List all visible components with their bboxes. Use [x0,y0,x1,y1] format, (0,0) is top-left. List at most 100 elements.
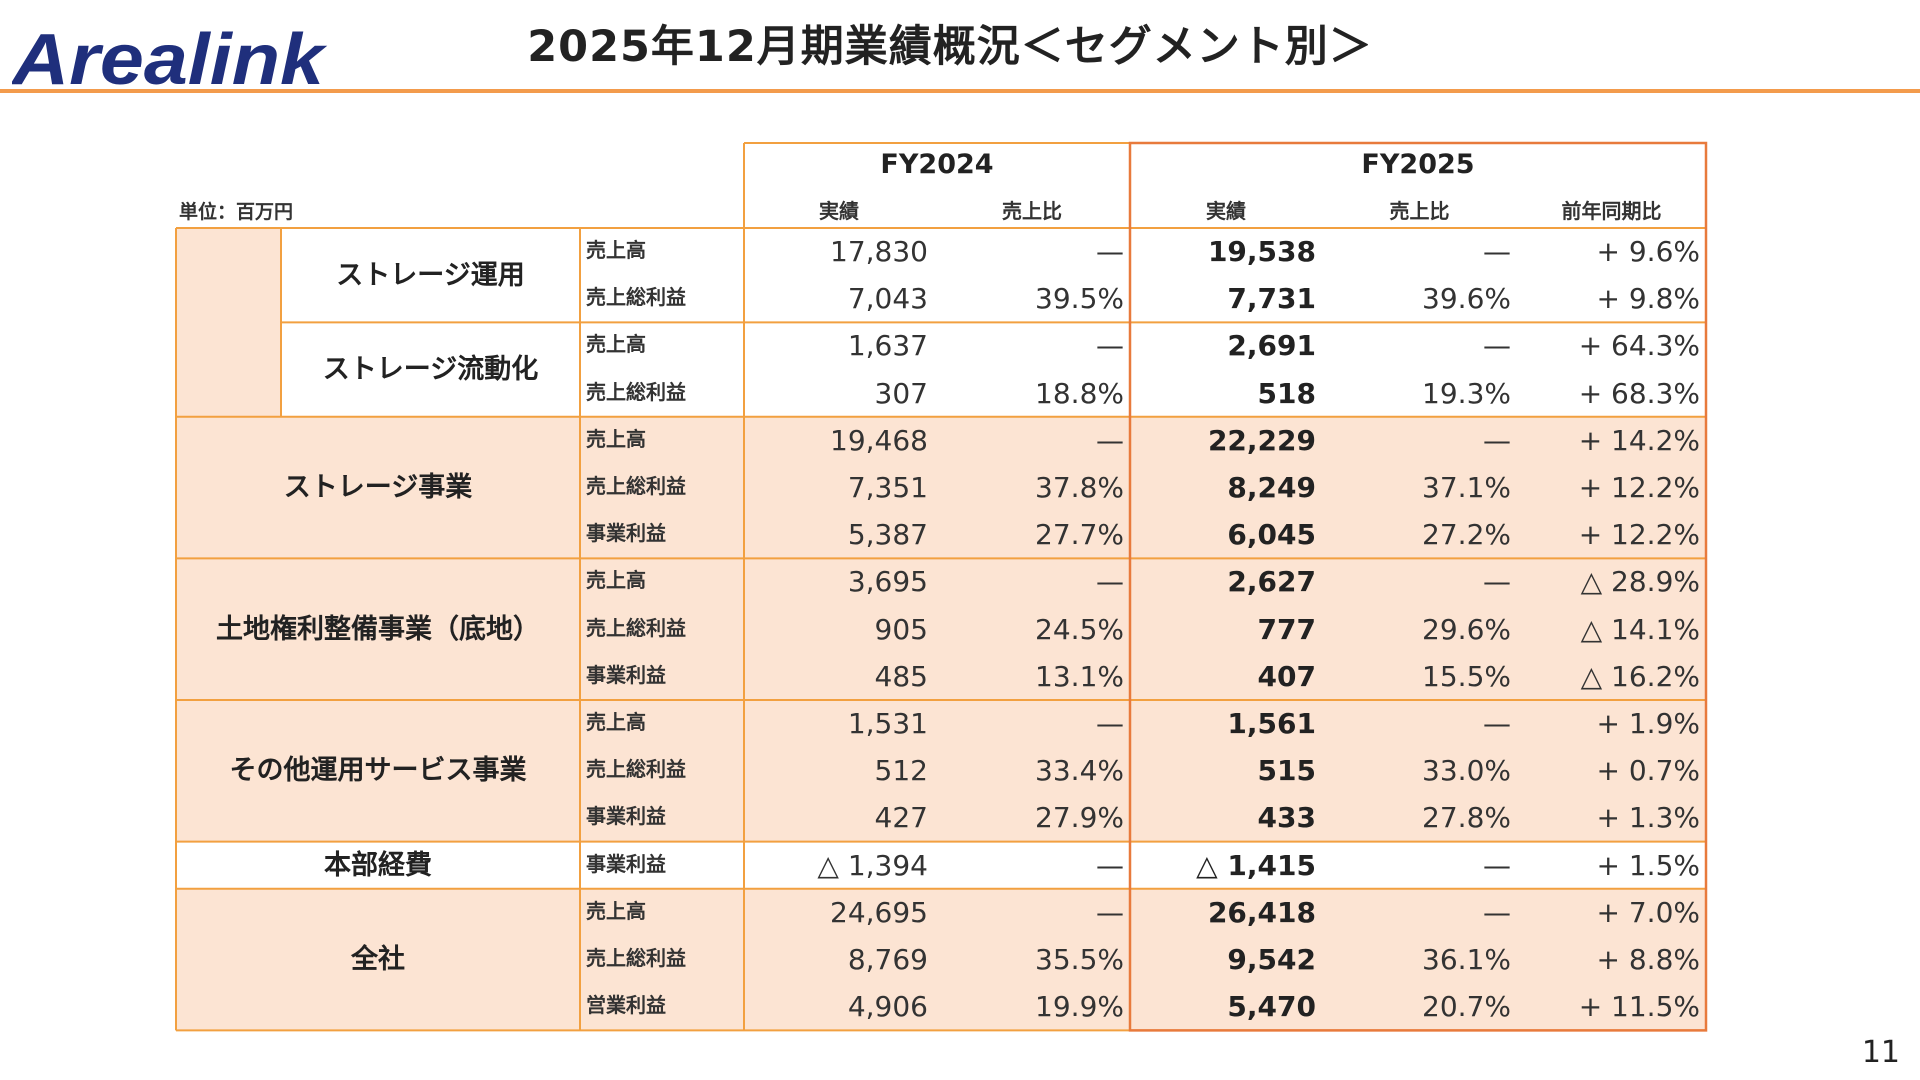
segment-line: その他運用 [229,755,365,787]
fy2024-ratio-col: 売上比 [1002,198,1062,223]
fy2024-actual: 7,043 [744,275,934,323]
page-number: 11 [1861,1035,1900,1070]
fy2025-ratio: — [1322,700,1517,748]
metric-label: 事業利益 [580,511,744,559]
fy2025-yoy: + 12.2% [1517,511,1706,559]
fy2024-ratio: — [934,228,1130,276]
header-divider [0,89,1920,93]
fy2024-ratio: 35.5% [934,936,1130,984]
fy2024-ratio: 39.5% [934,275,1130,323]
fy2024-ratio: — [934,322,1130,370]
fy2025-yoy: + 1.3% [1517,794,1706,842]
fy2025-ratio: 19.3% [1322,369,1517,417]
fy2025-ratio: — [1322,558,1517,606]
fy2024-label: FY2024 [880,148,994,180]
fy2025-ratio: 15.5% [1322,652,1517,700]
fy2024-ratio: 13.1% [934,652,1130,700]
fy2025-ratio: 29.6% [1322,605,1517,653]
segment-line: サービス事業 [364,755,527,787]
fy2025-yoy: + 68.3% [1517,369,1706,417]
metric-label: 売上総利益 [580,936,744,984]
fy2025-ratio: 27.8% [1322,794,1517,842]
fy2024-actual: 3,695 [744,558,934,606]
fy2024-ratio: — [934,888,1130,936]
fy2024-actual: 427 [744,794,934,842]
fy2025-yoy: + 12.2% [1517,464,1706,512]
fy2025-yoy: + 11.5% [1517,983,1706,1031]
fy2024-actual: 5,387 [744,511,934,559]
fy2024-actual: 307 [744,369,934,417]
fy2024-actual: 4,906 [744,983,934,1031]
segment-company-total: 全社 [176,888,580,1031]
fy2024-actual: 512 [744,747,934,795]
fy2025-yoy: + 9.8% [1517,275,1706,323]
arealink-logo: Arealink [10,20,332,100]
fy2024-actual: 17,830 [744,228,934,276]
fy2025-ratio: 20.7% [1322,983,1517,1031]
segment-storage: ストレージ事業 [176,416,580,559]
metric-label: 売上高 [580,558,744,606]
fy2024-actual-col: 実績 [819,198,859,223]
fy2025-actual: 2,627 [1130,558,1322,606]
metric-label: 売上総利益 [580,605,744,653]
fy2025-ratio: — [1322,228,1517,276]
fy2025-actual: 7,731 [1130,275,1322,323]
fy2025-actual: 19,538 [1130,228,1322,276]
fy2025-ratio: 27.2% [1322,511,1517,559]
fy2024-actual: 24,695 [744,888,934,936]
fy2024-ratio: 24.5% [934,605,1130,653]
fy2025-actual: 5,470 [1130,983,1322,1031]
fy2025-actual: 2,691 [1130,322,1322,370]
fy2024-actual: 1,637 [744,322,934,370]
metric-label: 売上高 [580,322,744,370]
fy2025-actual: 1,561 [1130,700,1322,748]
fy2024-ratio: — [934,558,1130,606]
subsegment-storage-ops: ストレージ 運用 [281,228,580,323]
subsegment-storage-liquidation: ストレージ 流動化 [281,322,580,417]
fy2024-actual: 1,531 [744,700,934,748]
fy2025-ratio: 37.1% [1322,464,1517,512]
fy2024-ratio: 33.4% [934,747,1130,795]
fy2025-yoy-col: 前年同期比 [1561,198,1662,223]
fy2024-ratio: — [934,841,1130,889]
metric-label: 事業利益 [580,794,744,842]
fy2024-actual: 19,468 [744,416,934,464]
fy2025-ratio: — [1322,841,1517,889]
fy2025-ratio-col: 売上比 [1389,198,1450,223]
fy2024-actual: 485 [744,652,934,700]
fy2025-ratio: 36.1% [1322,936,1517,984]
fy2024-ratio: 27.7% [934,511,1130,559]
fy2025-actual: 515 [1130,747,1322,795]
metric-label: 売上総利益 [580,747,744,795]
fy2025-ratio: — [1322,322,1517,370]
fy2025-actual: 26,418 [1130,888,1322,936]
subsegment-name: ストレージ [322,354,458,386]
fy2025-yoy: + 9.6% [1517,228,1706,276]
logo-text: Arealink [12,24,328,90]
fy2025-yoy: + 14.2% [1517,416,1706,464]
fy2024-actual: 905 [744,605,934,653]
fy2024-actual: 7,351 [744,464,934,512]
fy2025-frame [1128,141,1708,1032]
metric-label: 売上高 [580,700,744,748]
metric-label: 売上高 [580,228,744,276]
fy2024-actual: 8,769 [744,936,934,984]
subsegment-name: 運用 [470,259,525,291]
segment-land-rights: 土地権利整備事業 （底地） [176,558,580,700]
fy2025-yoy: + 0.7% [1517,747,1706,795]
fy2025-yoy: △ 16.2% [1517,652,1706,700]
fy2024-ratio: — [934,416,1130,464]
fy2025-actual: 8,249 [1130,464,1322,512]
metric-label: 売上高 [580,888,744,936]
metric-label: 売上高 [580,416,744,464]
fy2025-ratio: 39.6% [1322,275,1517,323]
metric-label: 事業利益 [580,841,744,889]
fy2024-ratio: — [934,700,1130,748]
fy2025-actual: 22,229 [1130,416,1322,464]
segment-other-services: その他運用 サービス事業 [176,700,580,842]
fy2025-actual: 407 [1130,652,1322,700]
fy2024-ratio: 19.9% [934,983,1130,1031]
fy2025-yoy: + 1.9% [1517,700,1706,748]
